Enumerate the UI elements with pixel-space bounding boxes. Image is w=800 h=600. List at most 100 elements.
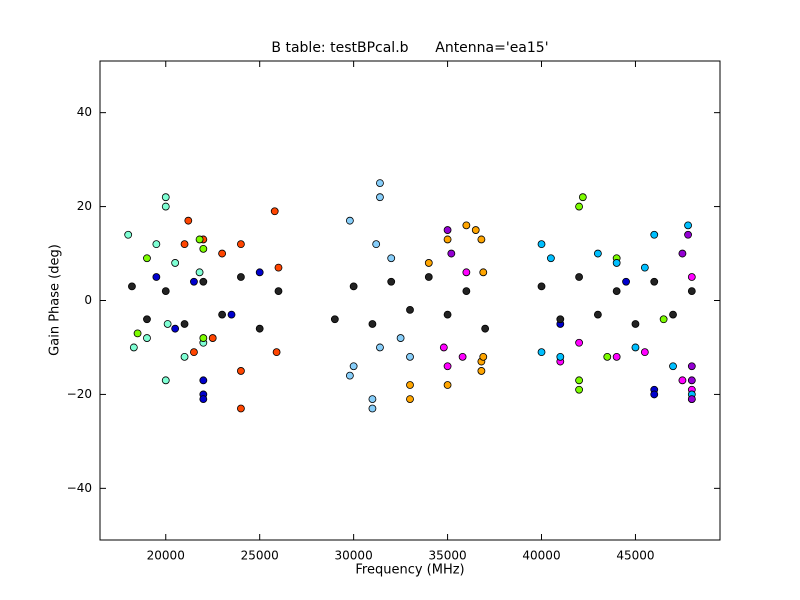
point [199, 395, 208, 404]
point [687, 362, 696, 371]
point [631, 343, 640, 352]
point [387, 277, 396, 286]
point [439, 343, 448, 352]
point [274, 263, 283, 272]
point [171, 259, 180, 267]
y-tick-label: −40 [67, 481, 92, 495]
point [330, 315, 339, 324]
x-tick-label: 20000 [147, 549, 185, 563]
point [199, 334, 208, 342]
point [537, 348, 546, 357]
point [345, 371, 354, 380]
y-axis-label: Gain Phase (deg) [48, 244, 63, 356]
point [406, 381, 414, 389]
point [481, 324, 490, 333]
point [458, 352, 467, 361]
point [424, 259, 433, 267]
point [612, 352, 621, 361]
y-tick-label: 0 [84, 293, 92, 307]
point [471, 226, 480, 234]
y-tick-label: 20 [77, 199, 92, 213]
point [443, 310, 452, 319]
x-tick-label: 45000 [616, 549, 654, 563]
y-tick-label: −20 [67, 387, 92, 401]
point [376, 343, 384, 352]
point [124, 230, 133, 239]
point [612, 259, 621, 267]
point [237, 404, 245, 413]
point [447, 249, 456, 258]
point [372, 240, 381, 249]
point [650, 390, 659, 399]
point [195, 268, 204, 277]
point [163, 320, 172, 328]
point [424, 273, 433, 281]
point [180, 352, 189, 361]
point [684, 221, 692, 230]
point [143, 334, 151, 342]
point [161, 202, 170, 211]
point [631, 320, 640, 328]
point [603, 352, 612, 361]
point [687, 287, 696, 296]
point [684, 230, 692, 239]
point [687, 376, 696, 385]
point [678, 376, 687, 385]
point [622, 277, 630, 286]
point [575, 273, 583, 281]
point [227, 310, 236, 319]
point [575, 338, 583, 347]
point [184, 216, 193, 225]
point [406, 305, 414, 314]
point [537, 282, 546, 291]
point [659, 315, 668, 324]
point [479, 268, 488, 277]
point [477, 235, 486, 244]
point [650, 230, 659, 239]
point [218, 249, 227, 258]
point [640, 263, 649, 272]
point [556, 315, 565, 324]
point [349, 282, 358, 291]
point [195, 235, 204, 244]
point [547, 254, 555, 263]
point [171, 324, 180, 333]
point [270, 207, 279, 216]
x-tick-label: 25000 [241, 549, 279, 563]
point [443, 362, 452, 371]
point [237, 273, 245, 281]
point [477, 367, 486, 375]
point [556, 352, 565, 361]
point [133, 329, 142, 338]
point [443, 381, 452, 389]
point [218, 310, 227, 319]
point [199, 277, 208, 286]
point [687, 273, 696, 281]
point [462, 268, 471, 277]
point [396, 334, 405, 342]
point [578, 193, 587, 202]
point [443, 235, 452, 244]
point [593, 249, 602, 258]
point [593, 310, 602, 319]
point [190, 277, 198, 286]
point [180, 240, 189, 249]
point [462, 221, 471, 230]
point [406, 352, 414, 361]
point [345, 216, 354, 225]
point [161, 287, 170, 296]
point [387, 254, 396, 263]
point [237, 367, 245, 375]
point [575, 385, 583, 394]
point [650, 277, 659, 286]
point [462, 287, 471, 296]
x-axis-label: Frequency (MHz) [355, 563, 464, 578]
point [376, 193, 384, 202]
point [640, 348, 649, 357]
x-tick-label: 40000 [522, 549, 560, 563]
point [479, 352, 488, 361]
point [128, 282, 136, 291]
point [180, 320, 189, 328]
plot-frame [99, 60, 721, 541]
